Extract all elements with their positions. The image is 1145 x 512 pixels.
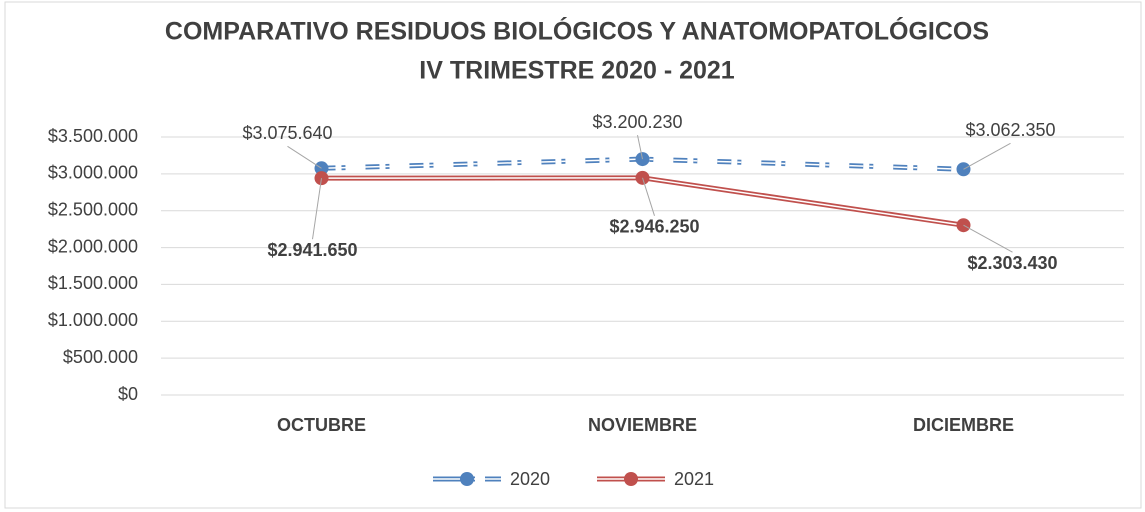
chart-border <box>4 1 1142 509</box>
leader-line <box>312 178 322 240</box>
y-tick-label: $2.500.000 <box>48 199 138 219</box>
y-tick-label: $500.000 <box>63 347 138 367</box>
y-tick-label: $0 <box>118 384 138 404</box>
legend-marker <box>460 472 474 486</box>
leader-line <box>963 224 1013 253</box>
legend-marker <box>624 472 638 486</box>
y-tick-label: $1.000.000 <box>48 310 138 330</box>
y-tick-label: $2.000.000 <box>48 236 138 256</box>
y-tick-label: $3.500.000 <box>48 126 138 146</box>
leader-line <box>963 142 1011 170</box>
data-label: $3.200.230 <box>592 112 682 132</box>
legend-label: 2021 <box>674 469 714 489</box>
y-tick-label: $3.000.000 <box>48 163 138 183</box>
data-label: $2.946.250 <box>609 217 699 237</box>
data-label: $3.075.640 <box>242 123 332 143</box>
chart-title: IV TRIMESTRE 2020 - 2021 <box>419 57 735 85</box>
leader-line <box>642 177 655 216</box>
data-label: $3.062.350 <box>965 120 1055 140</box>
data-label: $2.303.430 <box>967 253 1057 273</box>
leader-line <box>637 134 643 160</box>
x-tick-label: NOVIEMBRE <box>588 415 697 435</box>
x-tick-label: DICIEMBRE <box>913 415 1014 435</box>
data-label: $2.941.650 <box>267 240 357 260</box>
x-tick-label: OCTUBRE <box>277 415 366 435</box>
legend-label: 2020 <box>510 469 550 489</box>
y-tick-label: $1.500.000 <box>48 273 138 293</box>
leader-line <box>287 145 322 169</box>
chart-title: COMPARATIVO RESIDUOS BIOLÓGICOS Y ANATOM… <box>165 16 989 46</box>
